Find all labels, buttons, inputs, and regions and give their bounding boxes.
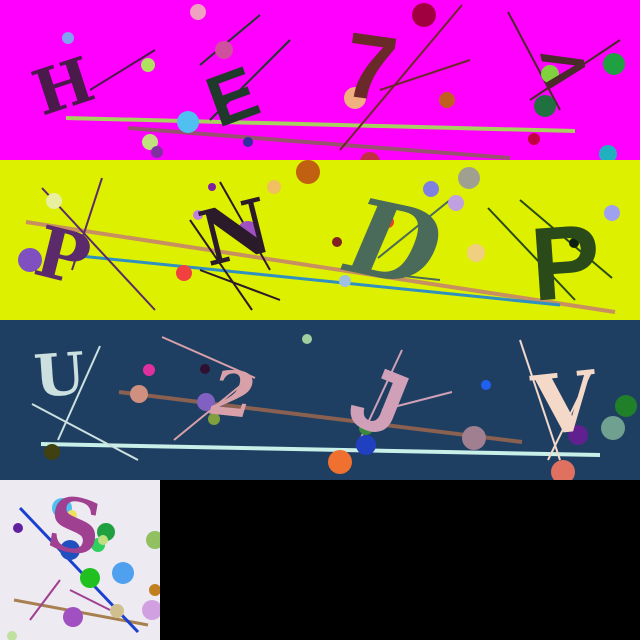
glyph-13: S <box>41 480 109 574</box>
band-2-noise: P N D P <box>18 160 620 320</box>
glyph-12: V <box>527 353 603 455</box>
glyph-4: > <box>529 21 599 109</box>
glyph-9: U <box>32 339 87 410</box>
captcha-band-2: P N D P <box>0 160 640 320</box>
empty-area <box>160 480 640 640</box>
band-3-noise: U 2 J V <box>31 334 637 480</box>
glyph-11: J <box>336 344 422 458</box>
glyph-10: 2 <box>207 356 259 433</box>
captcha-band-1: H E 7 > <box>0 0 640 160</box>
glyph-2: E <box>197 51 269 143</box>
captcha-band-3: U 2 J V <box>0 320 640 480</box>
band-1-noise: H E 7 > <box>24 3 625 160</box>
captcha-tile: S <box>0 480 160 640</box>
glyph-8: P <box>527 203 604 320</box>
glyph-3: 7 <box>338 14 403 122</box>
tile-noise: S <box>7 480 160 640</box>
